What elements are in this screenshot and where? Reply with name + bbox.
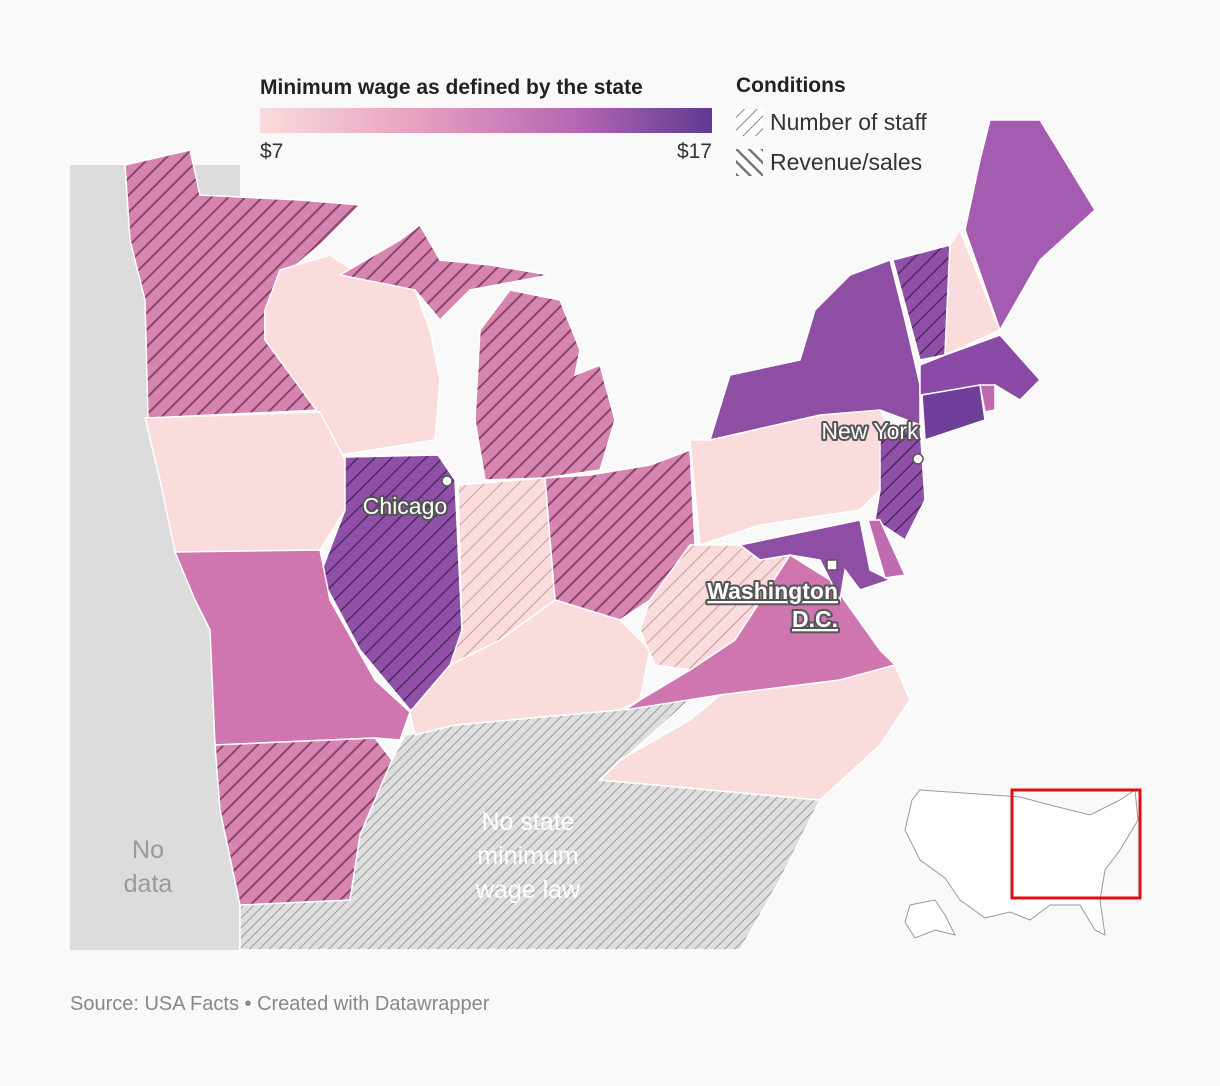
state	[173, 549, 411, 746]
state	[598, 664, 911, 801]
city-dot	[441, 475, 453, 487]
state	[921, 384, 986, 442]
condition-label: Revenue/sales	[770, 149, 922, 175]
city-label: New York	[821, 418, 919, 444]
no-law-label: minimum	[477, 842, 578, 870]
capital-marker	[826, 559, 838, 571]
inset-alaska	[904, 899, 956, 939]
city-dot	[912, 453, 924, 465]
inset-map	[904, 788, 1142, 939]
state	[708, 259, 921, 442]
state	[964, 119, 1096, 332]
condition-icon	[736, 109, 763, 136]
scale-max-label: $17	[677, 140, 712, 163]
condition-icon	[736, 149, 763, 176]
scale-min-label: $7	[260, 140, 283, 163]
no-data-label: No	[132, 836, 164, 864]
state	[214, 737, 393, 906]
no-law-label: No state	[481, 808, 574, 836]
state	[874, 423, 926, 542]
state	[979, 384, 996, 413]
state	[337, 223, 551, 322]
state	[474, 289, 616, 481]
state	[144, 411, 346, 553]
legend-title: Minimum wage as defined by the state	[260, 76, 643, 99]
map	[70, 119, 1096, 951]
inset-frame	[1010, 788, 1142, 900]
city-label: Washington	[707, 578, 838, 604]
no-law-label: wage law	[475, 876, 581, 904]
condition-label: Number of staff	[770, 109, 927, 135]
city-label: D.C.	[792, 606, 838, 632]
state	[738, 519, 892, 603]
conditions-title: Conditions	[736, 74, 846, 97]
no-data-label: data	[124, 870, 173, 898]
color-scale	[260, 108, 712, 133]
city-label: Chicago	[363, 493, 447, 519]
source: Source: USA Facts • Created with Datawra…	[70, 993, 490, 1015]
state	[866, 519, 907, 579]
